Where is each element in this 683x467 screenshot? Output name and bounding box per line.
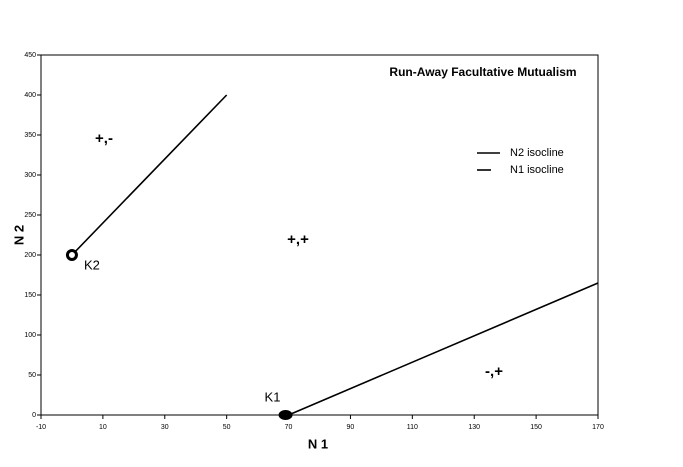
x-tick-label: 170 [592,424,604,431]
x-tick-label: 110 [407,424,418,431]
isocline [71,94,228,256]
isocline [288,282,599,416]
x-tick-label: -10 [36,424,46,431]
y-tick-label: 100 [24,332,36,339]
region-annotation: +,- [95,130,113,147]
x-tick-label: 130 [468,424,480,431]
y-tick-label: 400 [24,92,36,99]
x-tick-label: 70 [285,424,293,431]
legend-label: N2 isocline [510,147,564,159]
y-tick-label: 450 [24,52,36,59]
equilibrium-point [278,410,293,420]
x-tick-label: 30 [161,424,169,431]
region-annotation: +,+ [287,231,309,248]
x-axis-label: N 1 [308,436,328,451]
x-tick-label: 150 [530,424,542,431]
y-tick-label: 50 [28,372,36,379]
x-tick-label: 50 [223,424,231,431]
region-annotation: -,+ [485,363,503,380]
y-tick-label: 250 [24,212,36,219]
y-tick-label: 0 [32,412,36,419]
x-tick-label: 10 [99,424,107,431]
y-tick-label: 150 [24,292,36,299]
y-tick-label: 200 [24,252,36,259]
equilibrium-point [65,249,78,261]
plot-frame [40,54,599,416]
point-label: K1 [265,389,281,404]
legend-label: N1 isocline [510,164,564,176]
y-tick-label: 350 [24,132,36,139]
chart-title: Run-Away Facultative Mutualism [389,65,576,79]
x-tick-label: 90 [347,424,355,431]
point-label: K2 [84,257,100,272]
y-tick-label: 300 [24,172,36,179]
y-axis-label: N 2 [11,225,26,245]
